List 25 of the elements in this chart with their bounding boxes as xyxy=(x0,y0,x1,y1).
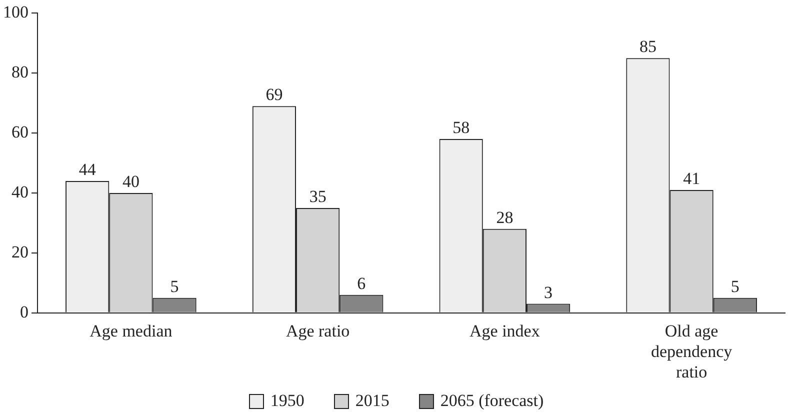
data-label: 5 xyxy=(730,276,740,296)
y-tick-label: 40 xyxy=(12,182,28,202)
x-tick-label: Age median xyxy=(90,321,173,340)
data-label: 28 xyxy=(496,208,514,227)
legend-label: 2065 (forecast) xyxy=(440,391,544,411)
data-label: 69 xyxy=(266,85,283,104)
data-label: 35 xyxy=(309,186,326,206)
data-label: 44 xyxy=(78,160,96,179)
y-tick-label: 60 xyxy=(12,122,28,142)
data-label: 41 xyxy=(683,168,700,188)
data-label: 3 xyxy=(544,282,553,302)
y-tick-label: 20 xyxy=(12,242,28,262)
data-label: 58 xyxy=(452,118,470,137)
x-tick-label: Age index xyxy=(470,321,540,340)
data-label: 40 xyxy=(122,172,140,191)
y-tick-label: 0 xyxy=(20,302,28,322)
y-tick-label: 80 xyxy=(12,62,28,82)
legend-label: 2015 xyxy=(355,391,390,411)
x-tick-label: Age ratio xyxy=(286,321,350,340)
legend-label: 1950 xyxy=(270,391,304,411)
data-label: 6 xyxy=(357,274,366,293)
data-label: 5 xyxy=(170,276,179,296)
y-tick-label: 100 xyxy=(3,2,28,22)
x-tick-label: Old age dependency ratio xyxy=(650,321,733,382)
data-label: 85 xyxy=(639,37,656,56)
